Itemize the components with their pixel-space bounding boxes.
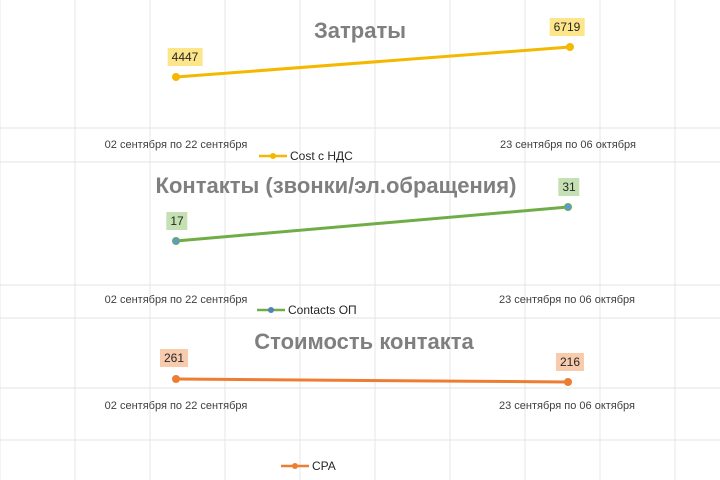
series-line (174, 45, 572, 79)
chart-title-costs: Затраты (313, 18, 407, 43)
series-line (174, 377, 570, 384)
data-label: 6719 (549, 18, 585, 36)
legend-label: Contacts ОП (288, 303, 357, 317)
legend-line-marker-icon (256, 305, 286, 315)
data-label: 17 (166, 212, 188, 230)
legend-label: Cost с НДС (290, 149, 353, 163)
data-point (564, 378, 572, 386)
x-tick-label: 23 сентября по 06 октября (498, 294, 636, 306)
legend-cpa: CPA (280, 459, 336, 473)
series-line (174, 205, 570, 243)
data-point (566, 43, 574, 51)
data-label: 216 (555, 353, 585, 371)
x-tick-label: 02 сентября по 22 сентября (104, 400, 248, 412)
legend-line-marker-icon (258, 151, 288, 161)
data-label: 261 (159, 349, 189, 367)
legend-contacts: Contacts ОП (256, 303, 357, 317)
x-tick-label: 23 сентября по 06 октября (499, 139, 637, 151)
data-point (172, 73, 180, 81)
data-label: 31 (558, 178, 580, 196)
chart-title-contacts: Контакты (звонки/эл.обращения) (155, 173, 517, 198)
legend-label: CPA (312, 459, 336, 473)
data-point (172, 237, 180, 245)
data-point (564, 203, 572, 211)
data-point (172, 375, 180, 383)
legend-costs: Cost с НДС (258, 149, 353, 163)
x-tick-label: 23 сентября по 06 октября (498, 400, 636, 412)
legend-line-marker-icon (280, 461, 310, 471)
chart-title-contact-cost: Стоимость контакта (254, 329, 474, 354)
x-tick-label: 02 сентября по 22 сентября (104, 139, 248, 151)
x-tick-label: 02 сентября по 22 сентября (104, 294, 248, 306)
data-label: 4447 (167, 48, 203, 66)
